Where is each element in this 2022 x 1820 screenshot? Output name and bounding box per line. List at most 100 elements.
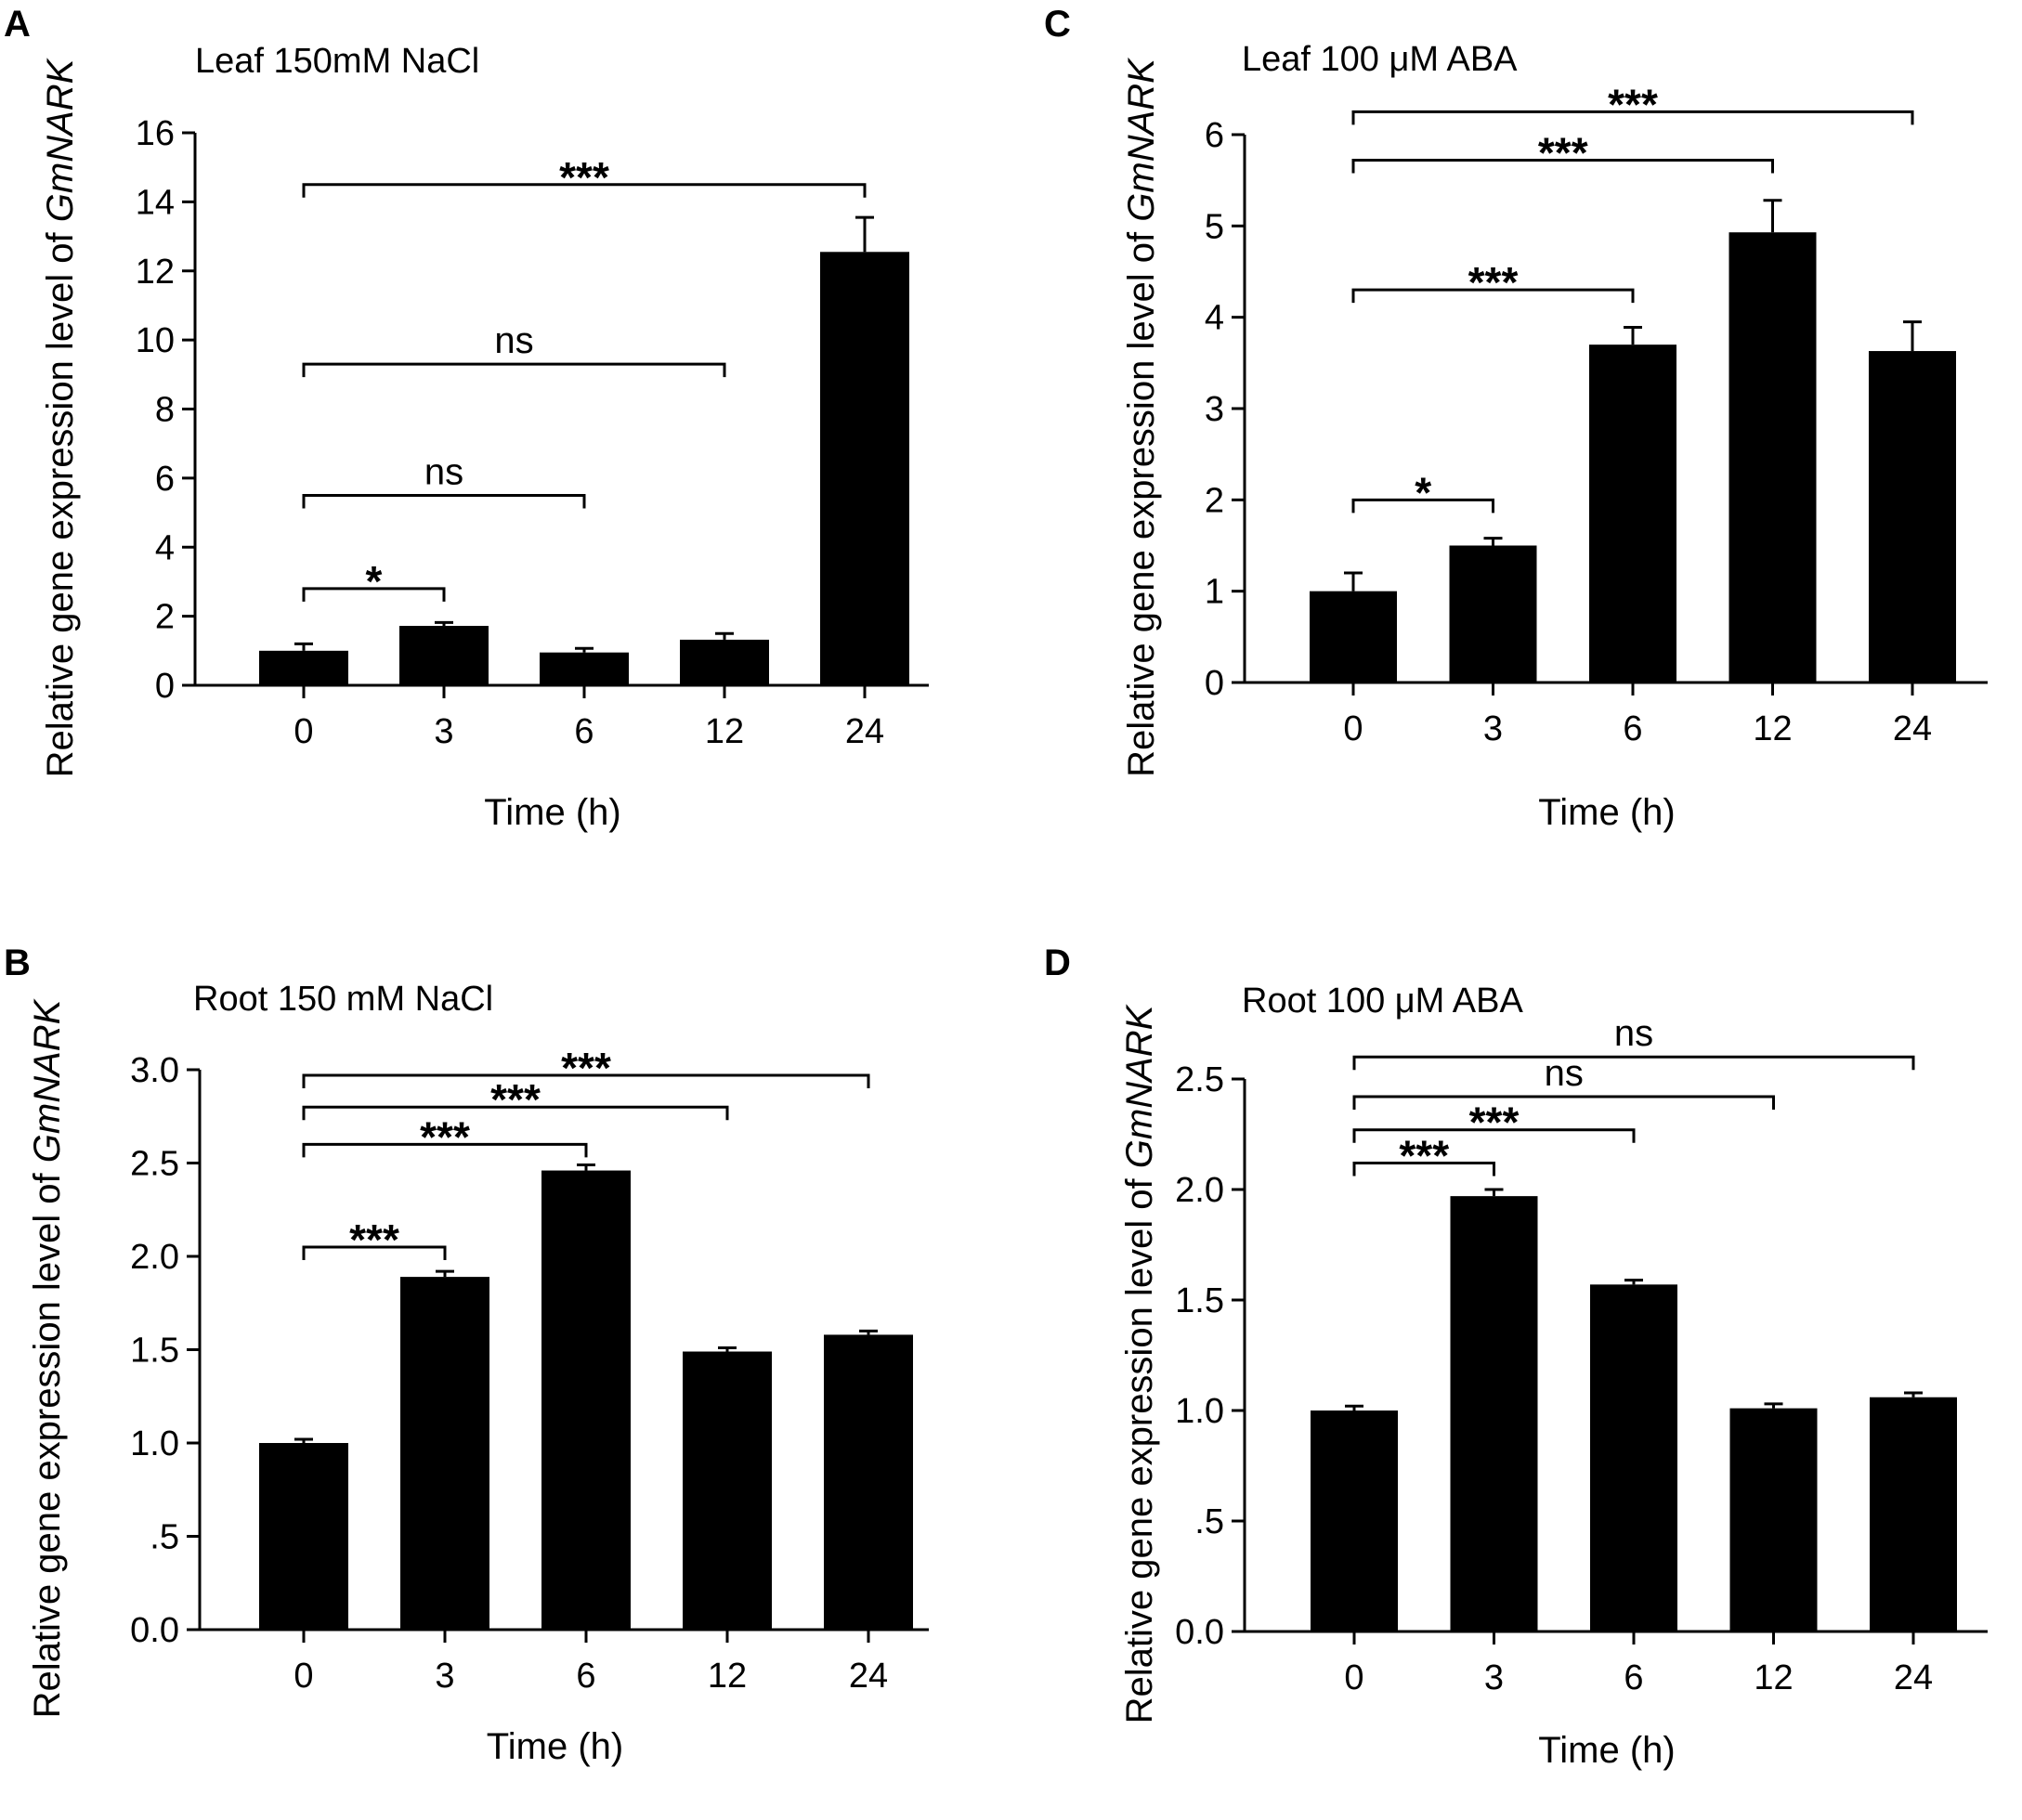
panel-letter-d: D <box>1044 942 1071 983</box>
y-tick-label: 3.0 <box>130 1051 179 1090</box>
significance-label: *** <box>1608 80 1658 128</box>
significance-bracket <box>1352 1128 1636 1143</box>
x-tick-label: 12 <box>1754 1658 1793 1697</box>
x-tick-label: 0 <box>1344 1658 1363 1697</box>
significance-label: *** <box>1468 258 1519 306</box>
significance-label: ns <box>424 451 463 492</box>
significance-label: *** <box>349 1216 399 1264</box>
x-tick-label: 3 <box>1484 1658 1504 1697</box>
y-tick-label: 1.5 <box>1175 1281 1224 1320</box>
y-tick-label: 3 <box>1205 390 1224 429</box>
y-tick-label: 2 <box>1205 481 1224 520</box>
significance-bracket <box>1351 110 1914 125</box>
chart-panel-b: Root 150 mM NaCl 0.0 .5 1.0 1.5 2.0 2.5 3.0 0 3 6 1… <box>27 980 929 1767</box>
y-axis-title-gene: GmNARK <box>1121 57 1162 222</box>
y-tick-label: 4 <box>1205 299 1224 338</box>
bar <box>824 1334 913 1630</box>
y-tick-label: 0 <box>1205 664 1224 703</box>
significance-label: *** <box>490 1075 541 1124</box>
y-tick-label: 0.0 <box>130 1611 179 1650</box>
bar <box>259 650 348 685</box>
significance-label: ns <box>1614 1013 1653 1054</box>
bar <box>1310 591 1397 682</box>
x-axis-title: Time (h) <box>484 792 620 833</box>
y-axis-title-gene: GmNARK <box>40 57 81 222</box>
bar <box>680 639 769 685</box>
bar <box>1450 1196 1538 1632</box>
bar <box>1589 344 1676 682</box>
panel-letter-a: A <box>4 4 31 45</box>
x-tick-label: 24 <box>1893 709 1932 748</box>
significance-label: * <box>366 557 383 605</box>
bar <box>400 1277 489 1630</box>
significance-label: *** <box>420 1112 470 1161</box>
y-tick-label: 6 <box>155 460 175 499</box>
bar <box>1311 1410 1398 1632</box>
significance-label: *** <box>1538 129 1588 177</box>
significance-bracket <box>302 1073 870 1089</box>
bar <box>1870 1397 1957 1632</box>
chart-panel-d: Root 100 μM ABA 0.0 .5 1.0 1.5 2.0 2.5 0 3 6 12 24 *… <box>1119 982 1988 1771</box>
x-tick-label: 6 <box>1624 1658 1643 1697</box>
bar <box>1729 1408 1818 1632</box>
chart-title: Leaf 150mM NaCl <box>195 42 479 81</box>
y-axis-title: Relative gene expression level of GmNARK <box>1121 57 1162 777</box>
significance-label: ns <box>494 320 533 361</box>
y-tick-label: 2.0 <box>130 1238 179 1277</box>
y-axis-title-gene: GmNARK <box>27 997 68 1163</box>
y-tick-label: 14 <box>136 183 175 222</box>
y-axis-title-prefix: Relative gene expression level of <box>27 1163 68 1718</box>
significance-bracket <box>302 587 446 602</box>
significance-bracket <box>1352 1161 1495 1176</box>
y-tick-label: 1.5 <box>130 1332 179 1371</box>
significance-bracket <box>1352 1055 1915 1071</box>
x-tick-label: 3 <box>435 1657 454 1696</box>
bar <box>683 1351 772 1630</box>
bar <box>399 626 489 685</box>
y-tick-label: 2 <box>155 598 175 637</box>
y-axis-title: Relative gene expression level of GmNARK <box>40 57 81 777</box>
bar <box>541 1170 631 1630</box>
significance-bracket <box>302 1105 729 1121</box>
y-axis-title: Relative gene expression level of GmNARK <box>1119 1003 1160 1723</box>
x-tick-label: 24 <box>1894 1658 1933 1697</box>
y-tick-label: 12 <box>136 253 175 292</box>
significance-bracket <box>302 1142 588 1158</box>
significance-label: *** <box>1399 1131 1449 1179</box>
bar <box>1590 1284 1677 1632</box>
y-tick-label: 1.0 <box>1175 1392 1224 1431</box>
y-tick-label: 10 <box>136 321 175 360</box>
bar <box>259 1443 348 1630</box>
y-axis-title-prefix: Relative gene expression level of <box>1121 222 1162 777</box>
x-tick-label: 24 <box>845 712 884 751</box>
significance-bracket <box>1351 159 1774 174</box>
significance-label: * <box>1415 468 1431 516</box>
significance-bracket <box>302 1245 447 1260</box>
significance-bracket <box>302 493 586 509</box>
y-tick-label: 1 <box>1205 573 1224 612</box>
chart-title: Leaf 100 μM ABA <box>1242 40 1518 79</box>
bar <box>1869 351 1956 682</box>
x-tick-label: 12 <box>708 1657 747 1696</box>
panel-letter-c: C <box>1044 4 1071 45</box>
x-axis-title: Time (h) <box>487 1726 623 1767</box>
significance-label: *** <box>559 153 609 202</box>
y-tick-label: 2.5 <box>1175 1060 1224 1099</box>
bar <box>1449 545 1537 682</box>
y-tick-label: 6 <box>1205 116 1224 155</box>
x-tick-label: 12 <box>705 712 744 751</box>
bar <box>1728 232 1817 682</box>
y-tick-label: .5 <box>1194 1502 1224 1541</box>
x-axis-title: Time (h) <box>1538 1730 1675 1771</box>
y-tick-label: 4 <box>155 528 175 567</box>
x-tick-label: 6 <box>1623 709 1642 748</box>
significance-label: *** <box>1469 1098 1520 1147</box>
x-tick-label: 0 <box>294 1657 313 1696</box>
y-tick-label: 0.0 <box>1175 1613 1224 1652</box>
x-tick-label: 0 <box>294 712 313 751</box>
significance-label: ns <box>1545 1053 1584 1094</box>
significance-bracket <box>1352 1095 1775 1111</box>
significance-bracket <box>1351 288 1635 304</box>
